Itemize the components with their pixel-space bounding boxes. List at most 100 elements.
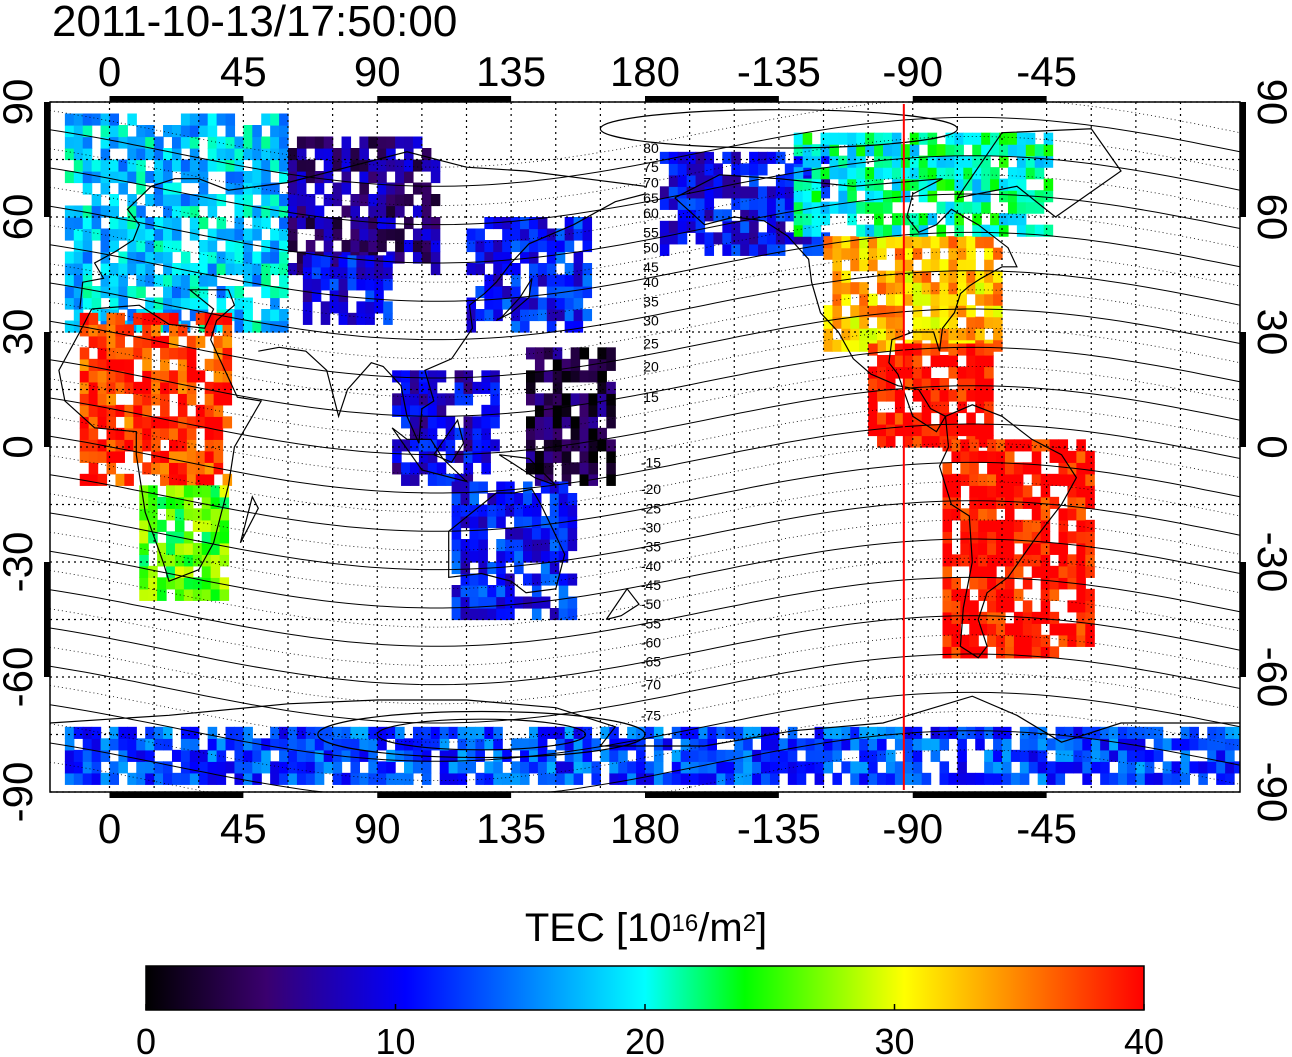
tec-cell: [582, 738, 593, 751]
tec-cell: [984, 259, 994, 272]
tec-cell: [439, 761, 450, 774]
tec-cell: [543, 462, 554, 475]
tec-cell: [775, 243, 786, 256]
tec-cell: [579, 450, 590, 463]
tec-cell: [192, 508, 203, 521]
tec-cell: [234, 171, 244, 184]
tec-cell: [668, 197, 679, 210]
tec-cell: [597, 381, 607, 394]
tec-cell: [877, 738, 887, 751]
tec-cell: [957, 305, 967, 318]
tec-cell: [136, 251, 146, 264]
y-tick-label-left: -60: [0, 647, 41, 708]
tec-cell: [445, 393, 456, 406]
tec-cell: [850, 761, 860, 774]
tec-cell: [91, 761, 102, 774]
tec-cell: [546, 263, 557, 276]
tec-cell: [213, 335, 224, 348]
tec-cell: [778, 761, 789, 774]
tec-cell: [555, 726, 566, 739]
tec-cell: [174, 496, 185, 509]
tec-cell: [680, 749, 691, 762]
tec-cell: [531, 608, 542, 621]
tec-cell: [243, 171, 253, 184]
tec-cell: [418, 393, 429, 406]
tec-cell: [832, 749, 842, 762]
tec-cell: [659, 186, 670, 199]
tec-cell: [707, 772, 717, 785]
tec-cell: [430, 228, 441, 241]
tec-cell: [549, 493, 560, 506]
tec-cell: [996, 623, 1006, 636]
tec-cell: [582, 286, 593, 299]
tec-cell: [564, 297, 575, 310]
tec-cell: [243, 148, 253, 161]
tec-cell: [805, 738, 816, 751]
tec-cell: [296, 738, 307, 751]
tec-cell: [564, 738, 575, 751]
tec-cell: [151, 381, 161, 394]
tec-cell: [1135, 749, 1146, 762]
tec-cell: [177, 439, 188, 452]
tec-cell: [573, 320, 584, 333]
tec-cell: [829, 155, 839, 168]
tec-cell: [1085, 473, 1095, 486]
frame-bar-left: [44, 102, 50, 217]
tec-cell: [412, 761, 423, 774]
tec-cell: [451, 481, 462, 494]
tec-cell: [1064, 761, 1074, 774]
tec-cell: [775, 220, 786, 233]
tec-cell: [207, 726, 218, 739]
tec-cell: [740, 232, 750, 245]
tec-cell: [885, 389, 896, 402]
tec-cell: [752, 761, 762, 774]
tec-cell: [320, 301, 331, 314]
tec-cell: [409, 370, 420, 383]
tec-cell: [139, 588, 149, 601]
tec-cell: [1040, 554, 1051, 567]
tec-cell: [1135, 726, 1146, 739]
tec-cell: [1100, 738, 1110, 751]
tec-cell: [505, 596, 515, 609]
tec-cell: [1144, 726, 1155, 739]
tec-cell: [671, 761, 682, 774]
frame-bar-top: [377, 96, 512, 102]
tec-cell: [201, 565, 212, 578]
tec-cell: [219, 519, 230, 532]
tec-cell: [948, 236, 958, 249]
tec-cell: [534, 370, 545, 383]
tec-cell: [97, 450, 108, 463]
tec-cell: [151, 335, 161, 348]
tec-cell: [201, 508, 212, 521]
tec-cell: [392, 370, 402, 383]
tec-cell: [192, 577, 203, 590]
chart-title: 2011-10-13/17:50:00: [52, 0, 458, 46]
tec-cell: [332, 217, 343, 230]
tec-cell: [1055, 761, 1066, 774]
tec-cell: [984, 389, 994, 402]
tec-cell: [171, 286, 182, 299]
tec-cell: [487, 596, 497, 609]
tec-cell: [823, 749, 834, 762]
tec-cell: [314, 136, 325, 149]
contour-line: [49, 308, 1241, 379]
y-tick-label-left: 0: [0, 435, 41, 458]
tec-cell: [954, 224, 964, 237]
tec-cell: [180, 297, 191, 310]
tec-cell: [877, 726, 887, 739]
tec-cell: [802, 224, 813, 237]
tec-cell: [368, 772, 378, 785]
tec-cell: [847, 144, 857, 157]
tec-cell: [145, 125, 155, 138]
tec-cell: [838, 190, 848, 203]
tec-cell: [219, 577, 230, 590]
tec-cell: [1019, 726, 1030, 739]
tec-cell: [296, 194, 307, 207]
tec-cell: [847, 167, 857, 180]
tec-cell: [496, 493, 506, 506]
tec-cell: [659, 243, 670, 256]
tec-cell: [885, 772, 896, 785]
tec-cell: [936, 167, 947, 180]
tec-cell: [341, 749, 352, 762]
tec-cell: [877, 424, 887, 437]
